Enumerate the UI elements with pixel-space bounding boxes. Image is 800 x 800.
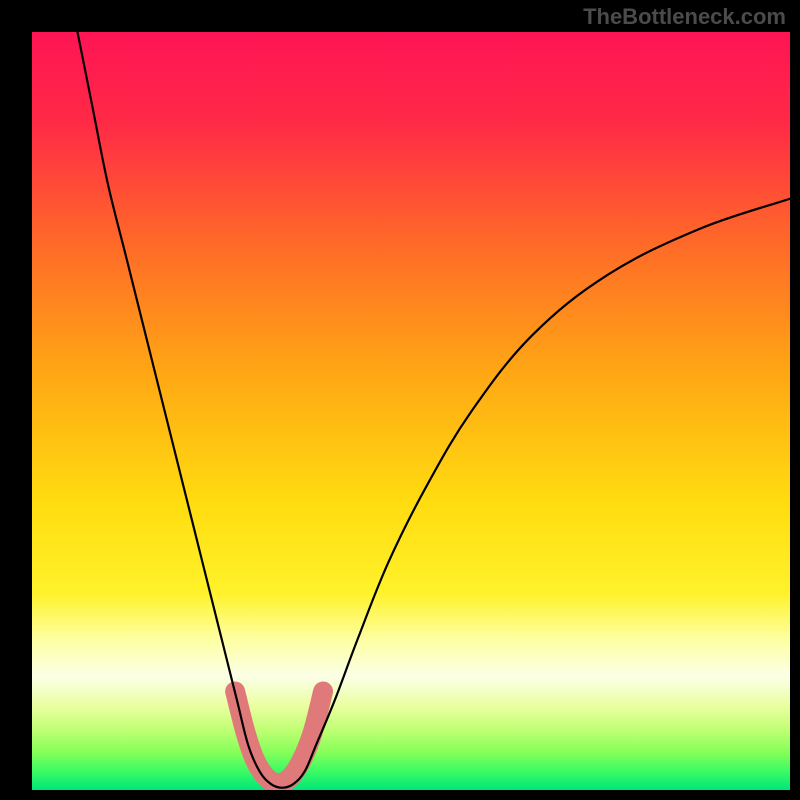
watermark-text: TheBottleneck.com <box>583 4 786 30</box>
gradient-background <box>32 32 790 790</box>
plot-area <box>32 32 790 790</box>
chart-svg <box>32 32 790 790</box>
